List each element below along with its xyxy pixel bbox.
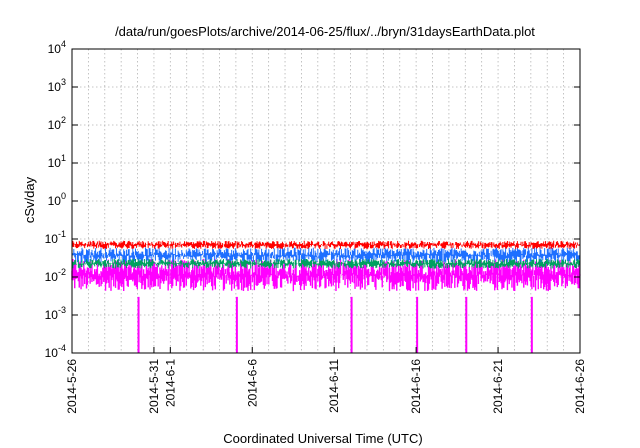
chart-title: /data/run/goesPlots/archive/2014-06-25/f…: [115, 24, 535, 39]
y-tick-label: 101: [48, 153, 66, 170]
x-tick-label: 2014-6-6: [245, 359, 259, 407]
y-tick-label: 102: [48, 115, 66, 132]
x-tick-label: 2014-5-26: [65, 359, 79, 414]
y-axis-label: cSv/day: [22, 176, 37, 223]
y-tick-label: 100: [48, 191, 66, 208]
y-tick-label: 104: [48, 39, 66, 56]
plot-grid: [71, 48, 581, 354]
data-series: [71, 240, 581, 353]
x-ticks: 2014-5-26 2014-5-31 2014-6-1 2014-6-6 2014-6…: [65, 347, 587, 414]
y-ticks: 10-4 10-3 10-2 10-1 100 101 102 103 104: [45, 39, 580, 360]
x-tick-label: 2014-6-1: [163, 359, 177, 407]
y-tick-label: 103: [48, 77, 66, 94]
y-tick-label: 10-1: [45, 229, 66, 246]
series-trace: [71, 240, 581, 249]
x-tick-label: 2014-6-16: [409, 359, 423, 414]
x-tick-label: 2014-6-11: [327, 359, 341, 413]
x-axis-label: Coordinated Universal Time (UTC): [223, 431, 422, 446]
y-tick-label: 10-4: [45, 343, 66, 360]
x-tick-label: 2014-6-21: [491, 359, 505, 414]
x-tick-label: 2014-5-31: [147, 359, 161, 414]
y-tick-label: 10-2: [45, 267, 66, 284]
y-tick-label: 10-3: [45, 305, 66, 322]
x-tick-label: 2014-6-26: [573, 359, 587, 414]
series-trace: [71, 247, 581, 263]
